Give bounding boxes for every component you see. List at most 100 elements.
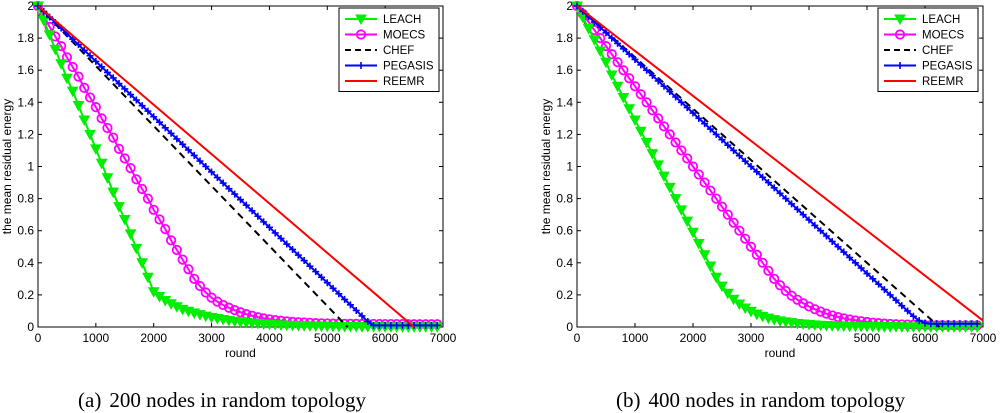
chart-a-pegasis-point xyxy=(213,174,221,182)
chart-a-moecs-point xyxy=(177,254,188,265)
chart-b-leach-point xyxy=(658,171,670,183)
chart-b-pegasis-point xyxy=(822,232,830,240)
chart-a-leach-point xyxy=(78,115,91,126)
chart-a-pegasis-point xyxy=(352,306,360,314)
chart-b-pegasis-point xyxy=(788,200,796,208)
chart-b-y-tick-label: 0.8 xyxy=(556,192,573,206)
chart-a-leach-point xyxy=(107,187,120,199)
chart-a-pegasis-point xyxy=(254,212,262,220)
chart-a-pegasis-point xyxy=(335,290,343,298)
chart-a-y-tick-label: 0.6 xyxy=(17,224,34,238)
chart-b-pegasis-point xyxy=(811,221,819,229)
chart-b-leach-point xyxy=(646,149,659,160)
chart-a-pegasis-point xyxy=(260,218,268,226)
chart-a-pegasis-point xyxy=(98,63,106,71)
chart-a-leach-point xyxy=(124,229,137,240)
chart-b-moecs-point xyxy=(751,249,762,260)
chart-b-series-reemr xyxy=(576,5,984,322)
chart-b-x-tick-label: 0 xyxy=(574,331,581,345)
chart-b-pegasis-point xyxy=(724,141,732,149)
chart-b-pegasis-point xyxy=(608,34,616,42)
chart-b-leach-point xyxy=(692,239,705,250)
chart-a-moecs-point xyxy=(137,183,148,195)
chart-b-reemr-line xyxy=(576,5,984,322)
chart-a-x-tick-label: 6000 xyxy=(372,331,399,345)
chart-a-leach-point xyxy=(43,30,56,41)
chart-b-moecs-point xyxy=(745,241,757,252)
chart-a-moecs-point xyxy=(61,52,73,63)
chart-a-pegasis-point xyxy=(202,163,210,170)
chart-b-moecs-point xyxy=(809,304,820,315)
chart-a-legend-label-moecs: MOECS xyxy=(383,30,426,42)
chart-a-moecs-point xyxy=(200,287,211,298)
chart-a-legend-label-chef: CHEF xyxy=(383,45,414,57)
chart-b-pegasis-point xyxy=(973,320,981,328)
chart-b-pegasis-point xyxy=(718,136,726,144)
chart-b-moecs-point xyxy=(676,145,687,156)
chart-a-moecs-point xyxy=(125,163,136,174)
chart-b-pegasis-point xyxy=(875,280,883,288)
chart-a-leach-point xyxy=(84,129,96,141)
chart-a-leach-point xyxy=(95,158,108,170)
chart-b-pegasis-point xyxy=(701,120,709,128)
chart-b: 0 1000 2000 3000 4000 5000 6000 7000 0 0.2 0.4 0.6 0… xyxy=(539,0,997,360)
chart-b-pegasis-point xyxy=(817,227,825,235)
chart-a-x-tick-label: 5000 xyxy=(314,331,341,345)
chart-a-y-tick-label: 0.4 xyxy=(17,256,34,270)
chart-b-y-tick-label: 2 xyxy=(566,0,573,13)
chart-b-leach-point xyxy=(594,46,607,57)
chart-a-pegasis-point xyxy=(289,245,297,253)
chart-b-x-tick-label: 6000 xyxy=(912,331,939,345)
chart-b-pegasis-point xyxy=(741,157,749,165)
chart-b-pegasis-point xyxy=(857,264,865,272)
chart-b-leach-point xyxy=(675,205,688,216)
chart-b-series-leach xyxy=(571,1,984,333)
chart-a-pegasis-point xyxy=(225,185,233,193)
chart-a-series-chef xyxy=(37,5,349,328)
chart-a-moecs-point xyxy=(218,299,229,311)
chart-a-y-axis-label: the mean residual energy xyxy=(0,99,14,234)
chart-a-pegasis-point xyxy=(121,85,129,93)
chart-a-legend-marker-leach xyxy=(355,14,367,26)
chart-a-moecs-point xyxy=(160,223,171,235)
chart-a-pegasis-point xyxy=(265,223,273,231)
chart-b-leach-point xyxy=(681,216,694,228)
chart-a-moecs-point xyxy=(148,204,159,215)
chart-b-leach-point xyxy=(600,57,612,69)
chart-b-moecs-point xyxy=(612,57,623,68)
chart-a-pegasis-point xyxy=(306,262,314,270)
chart-a-moecs-point xyxy=(90,102,101,113)
chart-b-legend-label-reemr: REEMR xyxy=(922,76,964,88)
chart-b-legend-marker-pegasis xyxy=(896,62,904,69)
chart-b-moecs-point xyxy=(711,193,722,204)
chart-b-legend-marker-leach xyxy=(894,14,906,26)
chart-b-legend-label-pegasis: PEGASIS xyxy=(922,61,973,73)
chart-b-y-tick-label: 0.2 xyxy=(556,288,573,302)
chart-b-moecs-point xyxy=(682,153,693,164)
chart-a-pegasis-point xyxy=(312,268,320,276)
caption-a: (a) 200 nodes in random topology xyxy=(78,388,366,413)
chart-b-pegasis-point xyxy=(631,55,639,63)
chart-b-leach-point xyxy=(588,35,601,46)
chart-b-moecs-point xyxy=(653,113,664,124)
chart-a-legend: LEACH MOECS CHEF PEGASIS REEMR xyxy=(338,7,440,92)
chart-b-pegasis-point xyxy=(666,88,674,96)
chart-b-leach-point xyxy=(721,288,734,300)
chart-a-moecs-point xyxy=(194,280,206,292)
chart-b-leach-point xyxy=(629,115,641,126)
chart-b-pegasis-point xyxy=(805,216,813,224)
chart-a-moecs-point xyxy=(96,113,107,124)
chart-a-y-tick-label: 0.2 xyxy=(17,288,34,302)
chart-a-pegasis-point xyxy=(208,168,216,176)
caption-a-text: 200 nodes in random topology xyxy=(109,388,366,412)
chart-a-pegasis-point xyxy=(132,96,140,104)
chart-b-leach-point xyxy=(611,81,624,93)
chart-b-y-axis-label: the mean residual energy xyxy=(539,99,553,234)
chart-b-moecs-point xyxy=(664,129,675,140)
chart-a-pegasis-point xyxy=(346,301,354,309)
chart-a-pegasis-point xyxy=(283,240,291,248)
chart-a-leach-point xyxy=(72,101,85,112)
chart-b-moecs-point xyxy=(699,177,710,188)
chart-a-moecs-point xyxy=(223,302,235,313)
chart-a-pegasis-point xyxy=(179,140,187,148)
